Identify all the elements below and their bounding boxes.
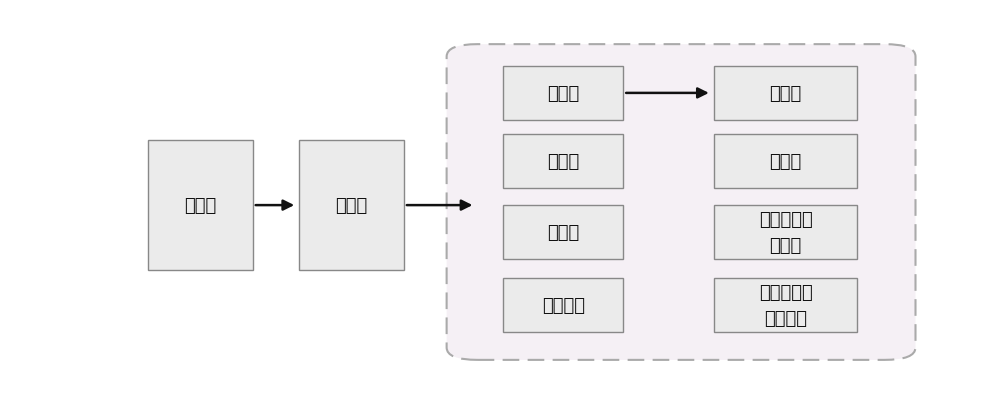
FancyBboxPatch shape [714, 67, 857, 121]
Text: 数据测量与
采集设备: 数据测量与 采集设备 [759, 283, 813, 327]
FancyBboxPatch shape [714, 135, 857, 188]
FancyBboxPatch shape [148, 141, 253, 270]
FancyBboxPatch shape [503, 206, 623, 259]
FancyBboxPatch shape [503, 135, 623, 188]
FancyBboxPatch shape [714, 206, 857, 259]
Text: 输电线: 输电线 [336, 196, 368, 215]
FancyBboxPatch shape [503, 278, 623, 332]
Text: 配电柜: 配电柜 [184, 196, 217, 215]
Text: 仪控设备: 仪控设备 [542, 296, 585, 314]
FancyBboxPatch shape [503, 67, 623, 121]
FancyBboxPatch shape [714, 278, 857, 332]
Text: 管道预热电
加热丝: 管道预热电 加热丝 [759, 211, 813, 255]
Text: 熔盐炉: 熔盐炉 [547, 153, 579, 170]
Text: 加热棒: 加热棒 [770, 85, 802, 103]
Text: 熔盐泵: 熔盐泵 [770, 153, 802, 170]
FancyBboxPatch shape [447, 45, 916, 360]
FancyBboxPatch shape [299, 141, 404, 270]
Text: 离心泵: 离心泵 [547, 224, 579, 241]
Text: 调压器: 调压器 [547, 85, 579, 103]
